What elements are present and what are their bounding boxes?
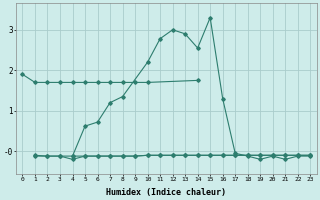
X-axis label: Humidex (Indice chaleur): Humidex (Indice chaleur) <box>106 188 226 197</box>
